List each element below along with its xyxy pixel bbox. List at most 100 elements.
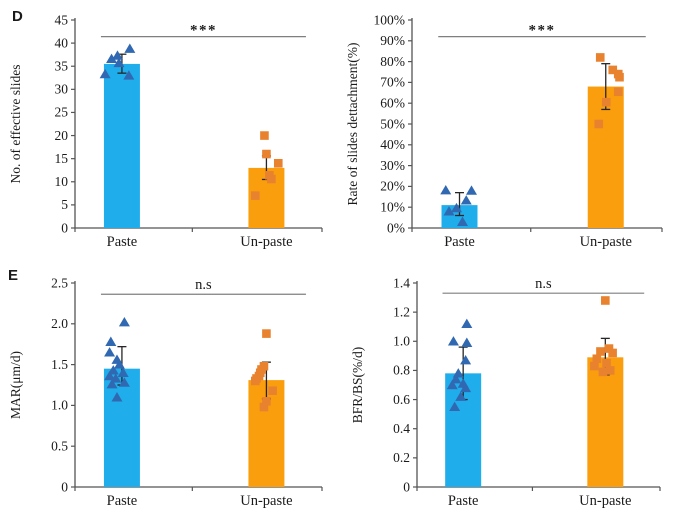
- data-point-square: [259, 402, 269, 412]
- data-point-triangle: [440, 184, 452, 195]
- data-point-triangle: [118, 377, 130, 387]
- data-point-triangle: [110, 373, 122, 383]
- y-tick-label: 1.0: [393, 334, 410, 349]
- data-point-triangle: [113, 359, 125, 369]
- y-tick-label: 70%: [380, 75, 405, 90]
- chart-mar: 0 0.5 1.0 1.5 2.0 2.5 MAR(μm/d) Paste Un-paste n.…: [0, 258, 337, 515]
- x-category-label: Paste: [444, 234, 475, 250]
- data-point-triangle: [460, 355, 472, 365]
- data-point-square: [267, 174, 276, 184]
- data-point-triangle: [461, 318, 473, 328]
- y-tick-label: 0: [61, 479, 68, 494]
- y-tick-label: 90%: [380, 33, 405, 48]
- chart-bfr-bs: 0 0.2 0.4 0.6 0.8 1.0 1.2 1.4 BFR/BS(%/d) Paste Un…: [337, 258, 674, 515]
- y-tick-label: 0.5: [51, 439, 68, 454]
- data-point-square: [595, 53, 605, 62]
- data-point-square: [590, 361, 599, 371]
- chart-svg-mar: 0 0.5 1.0 1.5 2.0 2.5 MAR(μm/d) Paste Un-paste n.…: [8, 275, 323, 509]
- y-tick-label: 0%: [387, 220, 405, 235]
- data-point-square: [608, 65, 618, 75]
- y-tick-label: 0.2: [393, 450, 410, 465]
- x-category-label: Paste: [448, 493, 479, 509]
- data-point-square: [602, 358, 611, 368]
- y-tick-label: 10: [55, 174, 69, 189]
- data-point-square: [251, 376, 260, 386]
- significance-label: ***: [529, 23, 556, 39]
- bar-un-paste: [587, 357, 624, 487]
- data-point-square: [601, 296, 610, 305]
- data-point-square: [605, 366, 615, 375]
- y-tick-label: 2.0: [51, 316, 68, 331]
- data-point-square: [608, 348, 617, 358]
- y-tick-label: 1.2: [393, 304, 410, 319]
- data-point-triangle: [443, 206, 455, 216]
- y-axis-label: Rate of slides dettachment(%): [345, 42, 360, 205]
- y-tick-label: 50%: [380, 116, 405, 131]
- data-point-triangle: [111, 50, 123, 60]
- bar-un-paste: [587, 86, 624, 228]
- data-point-triangle: [118, 316, 130, 327]
- y-tick-label: 80%: [380, 54, 405, 69]
- x-category-label: Un-paste: [240, 493, 292, 509]
- y-tick-label: 45: [55, 12, 69, 27]
- chart-svg-effective-slides: 0 5 10 15 20 25 30 35 40 45 No. of effective slide…: [8, 12, 323, 250]
- data-point-triangle: [105, 336, 117, 346]
- y-tick-label: 0: [61, 220, 68, 235]
- data-point-triangle: [106, 378, 118, 389]
- data-point-triangle: [117, 367, 129, 377]
- data-point-triangle: [111, 392, 123, 402]
- y-tick-label: 60%: [380, 96, 405, 111]
- data-point-square: [615, 72, 624, 82]
- data-point-triangle: [461, 337, 473, 347]
- data-point-triangle: [449, 401, 461, 412]
- data-point-triangle: [99, 68, 111, 79]
- y-axis-label: No. of effective slides: [8, 65, 23, 184]
- data-point-square: [268, 386, 277, 396]
- significance-label: ***: [190, 23, 217, 39]
- y-axis-label: MAR(μm/d): [8, 351, 23, 419]
- chart-svg-bfr-bs: 0 0.2 0.4 0.6 0.8 1.0 1.2 1.4 BFR/BS(%/d) Paste Un…: [350, 275, 661, 509]
- panel-label-e: E: [8, 267, 19, 284]
- data-point-square: [592, 354, 602, 364]
- data-point-triangle: [123, 70, 135, 80]
- y-tick-label: 0.8: [393, 363, 410, 378]
- y-tick-label: 20%: [380, 179, 405, 194]
- chart-svg-slides-detachment: 0% 10% 20% 30% 40% 50% 60% 70% 80% 90% 100% Rate of…: [345, 12, 663, 250]
- bar-paste: [103, 63, 140, 229]
- panel-label-d: D: [12, 8, 23, 25]
- y-tick-label: 20: [55, 128, 69, 143]
- y-axis-label: BFR/BS(%/d): [350, 347, 365, 424]
- bar-paste: [103, 368, 140, 487]
- data-point-triangle: [447, 336, 459, 346]
- significance-label: n.s: [535, 276, 552, 292]
- y-tick-label: 25: [55, 105, 69, 120]
- data-point-square: [262, 397, 271, 406]
- data-point-square: [262, 149, 271, 159]
- y-tick-label: 1.0: [51, 398, 68, 413]
- significance-label: n.s: [195, 277, 212, 293]
- y-tick-label: 0: [403, 479, 410, 494]
- data-point-square: [594, 119, 604, 129]
- data-point-triangle: [124, 43, 136, 53]
- y-tick-label: 35: [55, 59, 69, 74]
- data-point-triangle: [455, 391, 467, 401]
- data-point-triangle: [460, 382, 472, 393]
- y-tick-label: 0.6: [393, 392, 410, 407]
- x-category-label: Paste: [107, 234, 138, 250]
- data-point-triangle: [107, 365, 119, 375]
- y-tick-label: 40: [55, 35, 69, 50]
- y-tick-label: 1.4: [393, 275, 410, 290]
- y-tick-label: 2.5: [51, 275, 68, 290]
- data-point-square: [601, 97, 611, 107]
- y-tick-label: 5: [61, 197, 68, 212]
- y-tick-label: 15: [55, 151, 69, 166]
- data-point-square: [604, 344, 614, 353]
- x-category-label: Paste: [107, 493, 138, 509]
- data-point-triangle: [452, 368, 464, 378]
- data-point-square: [260, 131, 269, 140]
- data-point-triangle: [104, 347, 116, 357]
- data-point-square: [598, 367, 608, 377]
- data-point-square: [251, 191, 260, 200]
- chart-effective-slides: 0 5 10 15 20 25 30 35 40 45 No. of effective slide…: [0, 0, 337, 258]
